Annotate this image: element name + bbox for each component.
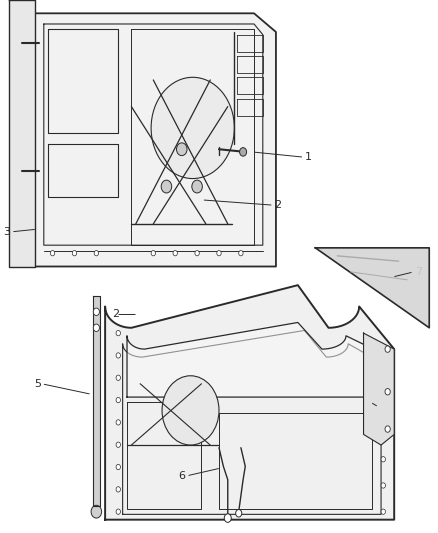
- Circle shape: [93, 308, 99, 316]
- Circle shape: [151, 77, 234, 179]
- Polygon shape: [127, 322, 379, 397]
- Circle shape: [385, 389, 390, 395]
- Circle shape: [239, 251, 243, 256]
- Circle shape: [116, 509, 120, 514]
- Circle shape: [240, 148, 247, 156]
- Circle shape: [116, 420, 120, 425]
- Circle shape: [381, 378, 385, 383]
- Text: 1: 1: [305, 152, 312, 162]
- Text: 5: 5: [34, 379, 41, 389]
- Circle shape: [381, 457, 385, 462]
- Text: 8: 8: [380, 402, 387, 412]
- Circle shape: [224, 514, 231, 522]
- Circle shape: [116, 375, 120, 381]
- Polygon shape: [9, 0, 35, 266]
- Circle shape: [195, 251, 199, 256]
- Circle shape: [116, 353, 120, 358]
- Text: 2: 2: [275, 200, 282, 210]
- Polygon shape: [364, 333, 394, 445]
- Circle shape: [116, 464, 120, 470]
- Circle shape: [385, 346, 390, 352]
- Text: 3: 3: [3, 227, 10, 237]
- Circle shape: [162, 376, 219, 445]
- Polygon shape: [105, 285, 394, 520]
- Circle shape: [116, 442, 120, 447]
- Circle shape: [381, 352, 385, 357]
- Circle shape: [217, 251, 221, 256]
- Circle shape: [91, 505, 102, 518]
- Text: 2: 2: [113, 310, 120, 319]
- Circle shape: [381, 404, 385, 409]
- Circle shape: [236, 510, 242, 517]
- Circle shape: [381, 431, 385, 436]
- Circle shape: [173, 251, 177, 256]
- Circle shape: [381, 509, 385, 514]
- Circle shape: [93, 324, 99, 332]
- Circle shape: [94, 251, 99, 256]
- Circle shape: [116, 330, 120, 336]
- Circle shape: [385, 426, 390, 432]
- Circle shape: [50, 251, 55, 256]
- Polygon shape: [22, 13, 276, 266]
- Text: 6: 6: [178, 471, 185, 481]
- Circle shape: [151, 251, 155, 256]
- Circle shape: [116, 398, 120, 403]
- Circle shape: [161, 180, 172, 193]
- Text: 7: 7: [415, 267, 422, 277]
- Circle shape: [381, 483, 385, 488]
- Polygon shape: [93, 296, 100, 506]
- Polygon shape: [315, 248, 429, 328]
- Circle shape: [116, 487, 120, 492]
- Circle shape: [177, 143, 187, 156]
- Circle shape: [192, 180, 202, 193]
- Circle shape: [72, 251, 77, 256]
